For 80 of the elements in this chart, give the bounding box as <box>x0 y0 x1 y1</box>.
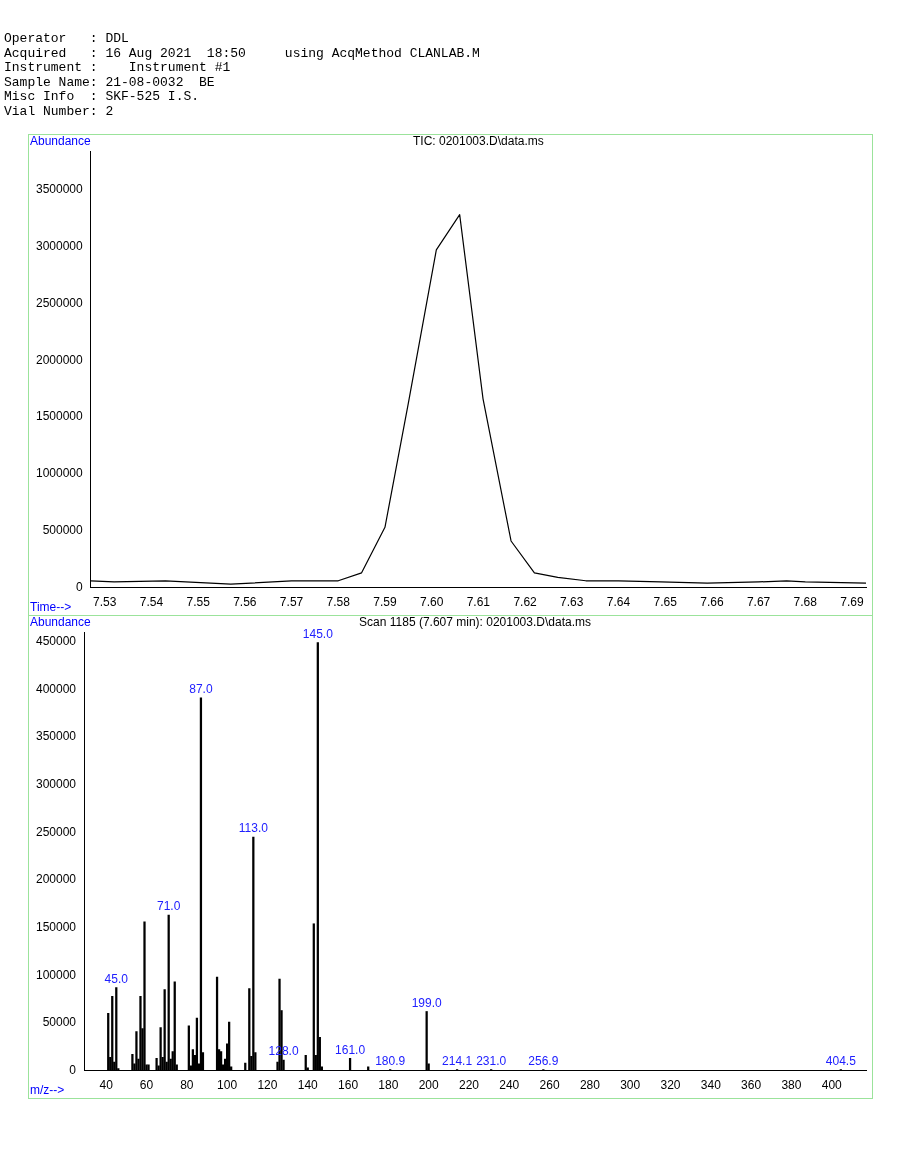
x-axis-title: m/z--> <box>30 1083 65 1098</box>
annotation: 231.0 <box>476 1053 507 1068</box>
x-tick-label: 400 <box>821 1078 843 1093</box>
x-tick-label: 380 <box>781 1078 802 1093</box>
bar <box>143 921 146 1071</box>
x-tick-label: 7.68 <box>793 595 818 610</box>
y-tick-label: 150000 <box>36 919 77 934</box>
x-tick-label: 7.55 <box>186 595 211 610</box>
x-tick-label: 100 <box>217 1078 238 1093</box>
x-tick-label: 220 <box>458 1078 480 1093</box>
x-tick-label: 7.60 <box>419 595 444 610</box>
annotation: 71.0 <box>157 899 181 914</box>
x-tick-label: 7.66 <box>700 595 724 610</box>
x-tick-label: 260 <box>539 1078 560 1093</box>
chart-title: TIC: 0201003.D\data.ms <box>412 134 544 149</box>
y-axis-title: Abundance <box>30 615 92 630</box>
x-tick-label: 7.57 <box>279 595 304 610</box>
x-tick-label: 60 <box>139 1078 154 1093</box>
y-tick-label: 500000 <box>42 523 84 538</box>
y-tick-label: 350000 <box>36 729 77 744</box>
annotation: 113.0 <box>238 821 269 836</box>
annotation: 404.5 <box>825 1053 857 1068</box>
annotation: 180.9 <box>375 1053 406 1068</box>
y-tick-label: 50000 <box>42 1015 77 1030</box>
text: Vial Number: 2 <box>4 103 114 119</box>
y-tick-label: 2000000 <box>36 352 84 367</box>
y-tick-label: 0 <box>69 1062 77 1077</box>
y-tick-label: 2500000 <box>36 295 84 310</box>
y-tick-label: 1000000 <box>36 466 84 481</box>
y-tick-label: 400000 <box>36 681 77 696</box>
x-tick-label: 7.58 <box>326 595 351 610</box>
annotation: 145.0 <box>302 626 334 641</box>
y-axis-title: Abundance <box>30 134 92 149</box>
bar <box>159 1027 162 1071</box>
x-tick-label: 360 <box>741 1078 762 1093</box>
x-tick-label: 7.69 <box>840 595 864 610</box>
x-tick-label: 320 <box>660 1078 681 1093</box>
x-tick-label: 7.56 <box>233 595 257 610</box>
annotation: 87.0 <box>189 682 213 697</box>
x-tick-label: 300 <box>620 1078 641 1093</box>
y-tick-label: 0 <box>76 579 84 594</box>
text: Sample Name: 21-08-0032 BE <box>4 74 215 90</box>
x-tick-label: 7.62 <box>513 595 538 610</box>
x-tick-label: 180 <box>378 1078 399 1093</box>
annotation: 161.0 <box>335 1042 366 1057</box>
y-tick-label: 3500000 <box>36 181 84 196</box>
y-tick-label: 200000 <box>36 872 77 887</box>
x-tick-label: 7.53 <box>93 595 117 610</box>
x-tick-label: 7.63 <box>560 595 584 610</box>
annotation: 214.1 <box>442 1053 473 1068</box>
annotation: 256.9 <box>528 1053 559 1068</box>
annotation: 199.0 <box>411 995 442 1010</box>
x-tick-label: 7.54 <box>139 595 164 610</box>
x-axis-title: Time--> <box>30 600 72 615</box>
x-tick-label: 40 <box>99 1078 114 1093</box>
x-tick-label: 160 <box>338 1078 359 1093</box>
x-tick-label: 140 <box>297 1078 319 1093</box>
x-tick-label: 200 <box>418 1078 439 1093</box>
y-tick-label: 300000 <box>36 776 77 791</box>
annotation: 45.0 <box>104 971 129 986</box>
text: Misc Info : SKF-525 I.S. <box>4 89 200 104</box>
y-tick-label: 3000000 <box>36 238 84 253</box>
x-tick-label: 7.61 <box>466 595 491 610</box>
x-tick-label: 7.59 <box>373 595 397 610</box>
x-tick-label: 7.64 <box>606 595 631 610</box>
x-tick-label: 240 <box>499 1078 520 1093</box>
text: Operator : DDL <box>4 31 129 46</box>
y-tick-label: 100000 <box>36 967 77 982</box>
x-tick-label: 280 <box>579 1078 601 1093</box>
text: Acquired : 16 Aug 2021 18:50 using AcqMethod CLANLAB.M <box>4 45 480 61</box>
x-tick-label: 7.67 <box>746 595 771 610</box>
y-tick-label: 250000 <box>36 824 77 839</box>
x-tick-label: 120 <box>257 1078 278 1093</box>
text: Instrument : Instrument #1 <box>4 60 231 75</box>
x-tick-label: 80 <box>180 1078 194 1093</box>
y-tick-label: 450000 <box>36 633 77 648</box>
x-tick-label: 340 <box>700 1078 722 1093</box>
y-tick-label: 1500000 <box>36 409 84 424</box>
chart-title: Scan 1185 (7.607 min): 0201003.D\data.ms <box>359 615 591 630</box>
x-tick-label: 7.65 <box>653 595 678 610</box>
